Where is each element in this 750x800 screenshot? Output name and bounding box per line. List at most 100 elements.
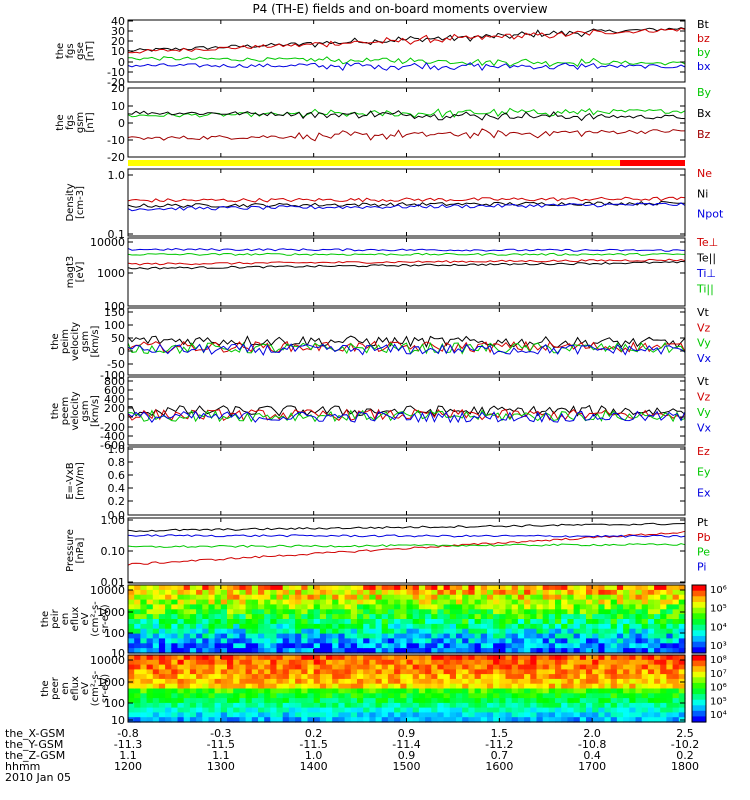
spectrogram-cell: [251, 688, 259, 694]
spectrogram-cell: [524, 643, 531, 649]
spectrogram-cell: [449, 604, 457, 610]
spectrogram-cell: [350, 712, 358, 718]
spectrogram-cell: [412, 693, 420, 699]
spectrogram-cell: [493, 655, 500, 661]
spectrogram-cell: [227, 623, 234, 630]
spectrogram-cell: [387, 698, 395, 704]
spectrogram-cell: [307, 614, 315, 620]
x-tick-label: -0.8: [117, 727, 138, 740]
spectrogram-cell: [629, 604, 637, 610]
spectrogram-cell: [276, 628, 284, 635]
spectrogram-cell: [678, 688, 686, 694]
spectrogram-cell: [517, 717, 525, 723]
spectrogram-cell: [357, 659, 364, 666]
spectrogram-cell: [158, 619, 166, 625]
spectrogram-cell: [647, 674, 655, 680]
spectrogram-cell: [505, 659, 513, 666]
spectrogram-cell: [375, 604, 383, 610]
spectrogram-cell: [165, 604, 172, 610]
spectrogram-cell: [165, 599, 172, 606]
spectrogram-cell: [629, 594, 637, 601]
spectrogram-cell: [177, 702, 185, 709]
spectrogram-cell: [282, 585, 290, 591]
spectrogram-cell: [208, 609, 216, 615]
legend-label: By: [697, 86, 712, 99]
spectrogram-cell: [610, 707, 618, 713]
spectrogram-cell: [208, 669, 216, 675]
spectrogram-cell: [146, 638, 154, 644]
spectrogram-cell: [264, 717, 271, 723]
spectrogram-cell: [449, 614, 457, 620]
spectrogram-cell: [326, 707, 333, 713]
spectrogram-cell: [666, 604, 674, 610]
series-line-te: [127, 260, 686, 270]
spectrogram-cell: [431, 698, 439, 704]
spectrogram-cell: [561, 655, 568, 661]
spectrogram-cell: [647, 648, 655, 654]
series-line-bz: [127, 128, 685, 142]
spectrogram-cell: [301, 585, 309, 591]
spectrogram-cell: [332, 659, 339, 666]
spectrogram-cell: [418, 643, 426, 649]
spectrogram-cell: [128, 698, 135, 704]
spectrogram-cell: [456, 623, 463, 630]
spectrogram-cell: [443, 604, 451, 610]
spectrogram-cell: [666, 648, 674, 654]
spectrogram-cell: [623, 693, 630, 699]
spectrogram-cell: [357, 609, 364, 615]
spectrogram-cell: [431, 659, 439, 666]
y-tick-label: 1000: [97, 606, 125, 619]
spectrogram-cell: [678, 628, 686, 635]
spectrogram-cell: [128, 669, 135, 675]
spectrogram-cell: [567, 643, 575, 649]
y-tick-label: 10000: [90, 584, 125, 597]
spectrogram-cell: [517, 643, 525, 649]
spectrogram-cell: [282, 659, 290, 666]
spectrogram-cell: [592, 655, 599, 661]
spectrogram-cell: [623, 659, 630, 666]
spectrogram-cell: [313, 619, 321, 625]
spectrogram-cell: [251, 674, 259, 680]
spectrogram-cell: [530, 674, 538, 680]
spectrogram-cell: [431, 614, 439, 620]
spectrogram-cell: [629, 623, 637, 630]
spectrogram-cell: [412, 683, 420, 690]
spectrogram-cell: [505, 594, 513, 601]
spectrogram-cell: [301, 619, 309, 625]
spectrogram-cell: [604, 702, 612, 709]
spectrogram-cell: [462, 655, 469, 661]
x-tick-label: -11.5: [207, 738, 235, 751]
spectrogram-cell: [288, 643, 296, 649]
spectrogram-cell: [592, 698, 599, 704]
spectrogram-cell: [165, 659, 172, 666]
spectrogram-cell: [598, 717, 606, 723]
spectrogram-cell: [548, 655, 556, 661]
spectrogram-cell: [610, 674, 618, 680]
spectrogram-cell: [357, 702, 364, 709]
spectrogram-cell: [140, 693, 148, 699]
spectrogram-cell: [437, 712, 445, 718]
spectrogram-cell: [412, 643, 420, 649]
spectrogram-cell: [301, 717, 309, 723]
spectrogram-cell: [313, 664, 321, 670]
spectrogram-cell: [517, 585, 525, 591]
spectrogram-cell: [183, 648, 191, 654]
spectrogram-cell: [672, 638, 680, 644]
spectrogram-cell: [468, 702, 476, 709]
spectrogram-cell: [610, 678, 618, 685]
spectrogram-cell: [672, 655, 680, 661]
spectrogram-cell: [487, 655, 494, 661]
series-line-ti: [127, 252, 686, 256]
spectrogram-cell: [592, 707, 599, 713]
spectrogram-cell: [480, 609, 488, 615]
spectrogram-cell: [171, 717, 179, 723]
spectrogram-cell: [214, 688, 222, 694]
spectrogram-cell: [573, 643, 581, 649]
spectrogram-cell: [431, 669, 439, 675]
spectrogram-cell: [202, 683, 210, 690]
spectrogram-cell: [641, 712, 649, 718]
spectrogram-cell: [134, 702, 141, 709]
spectrogram-cell: [208, 674, 216, 680]
spectrogram-cell: [524, 628, 531, 635]
spectrogram-cell: [573, 655, 581, 661]
